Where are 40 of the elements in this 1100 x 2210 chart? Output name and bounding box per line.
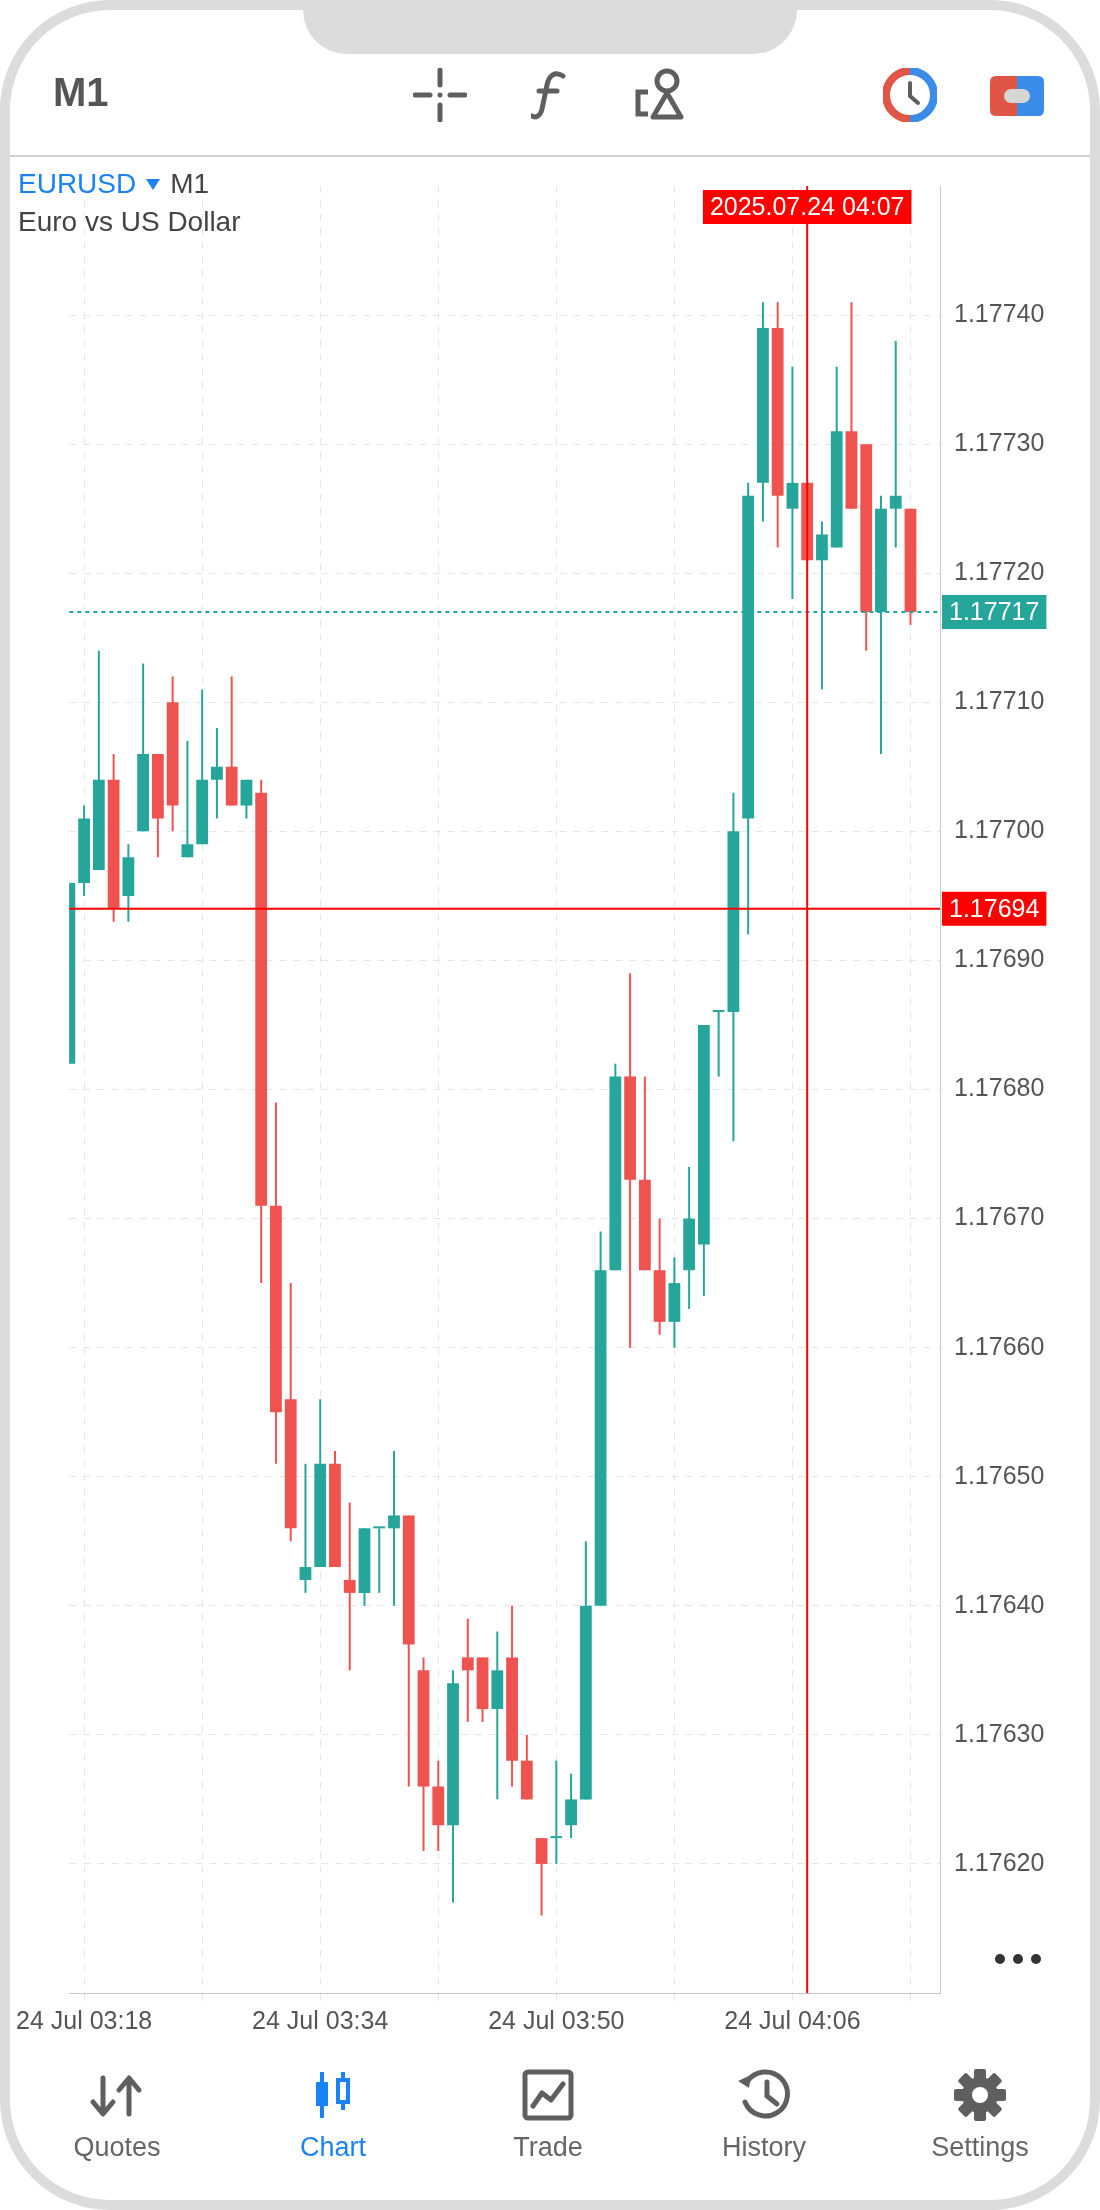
candlestick [181,740,194,859]
y-tick-label: 1.17700 [954,815,1045,844]
y-tick-label: 1.17650 [954,1460,1045,1489]
x-tick-label: 24 Jul 04:06 [724,2005,861,2034]
ref-line-label: 1.17717 [949,596,1040,625]
y-tick-label: 1.17630 [954,1718,1045,1747]
y-tick-label: 1.17720 [954,557,1045,586]
text: Quotes [72,2132,162,2163]
x-tick-label: 24 Jul 03:18 [16,2005,153,2034]
candlestick [388,1449,400,1607]
candlestick [712,1010,725,1078]
candlestick [550,1759,563,1865]
y-tick-label: 1.17690 [954,944,1045,973]
x-tick-label: 24 Jul 03:50 [488,2005,625,2034]
y-tick-label: 1.17620 [954,1847,1045,1876]
x-tick-label: 24 Jul 03:34 [252,2005,389,2034]
candlestick [461,1617,474,1723]
y-tick-label: 1.17730 [954,428,1045,457]
candlestick [786,365,799,601]
ref-line-label: 2025.07.24 04:07 [709,191,905,220]
candlestick [889,339,902,549]
candlestick [211,727,223,820]
y-tick-label: 1.17710 [954,686,1045,715]
candlestick [343,1501,356,1672]
text: Settings [930,2132,1030,2163]
chart-title: EURUSD [18,167,137,201]
text: Trade [512,2132,584,2163]
y-tick-label: 1.17640 [954,1589,1045,1618]
text: M1 [53,70,109,115]
y-tick-label: 1.17740 [954,298,1045,327]
y-tick-label: 1.17660 [954,1331,1045,1360]
text: Euro vs US Dollar [18,205,241,239]
y-tick-label: 1.17680 [954,1073,1045,1102]
ref-line-label: 1.17694 [949,893,1040,922]
text: History [721,2132,807,2163]
candlestick [373,1526,386,1594]
annotation: M1 [170,167,210,201]
candlestick [299,1462,312,1594]
text: Chart [299,2132,367,2163]
y-tick-label: 1.17670 [954,1202,1045,1231]
